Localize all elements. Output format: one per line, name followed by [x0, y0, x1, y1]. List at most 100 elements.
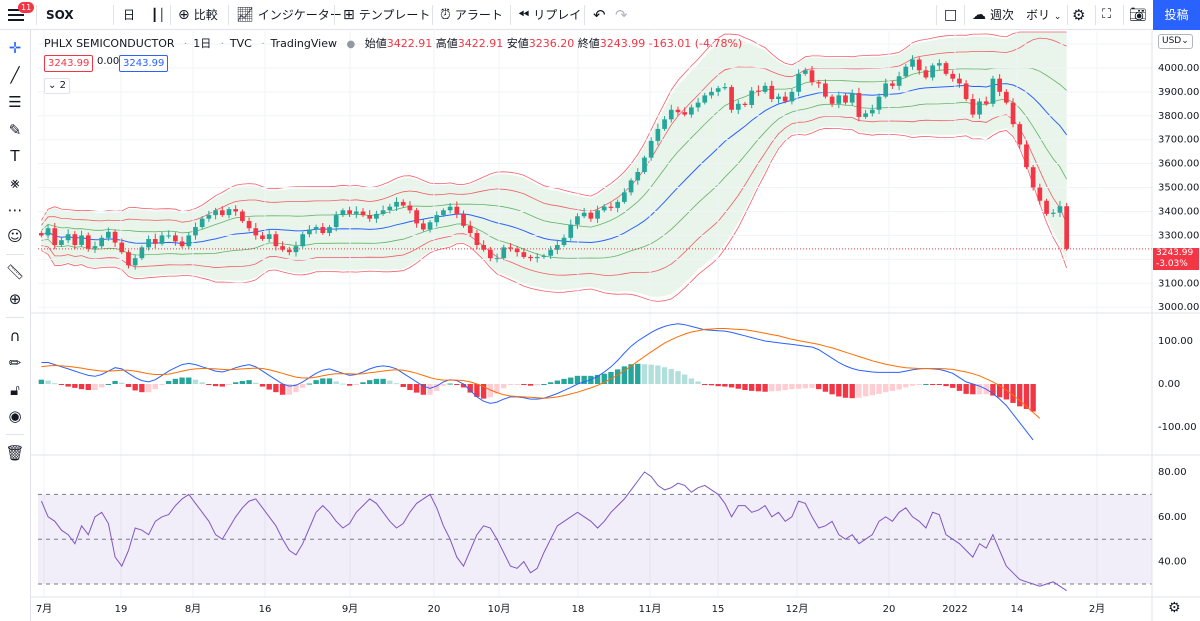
macd-histogram-bar	[233, 382, 239, 384]
indicators-collapse-button[interactable]: ⌄ 2	[44, 78, 70, 94]
brush-icon[interactable]: ✎	[8, 121, 22, 139]
macd-histogram-bar	[614, 369, 621, 384]
alert-button[interactable]: ⏰︎ アラート	[440, 7, 503, 23]
macd-histogram-bar	[883, 384, 889, 393]
ruler-icon[interactable]: 📏︎	[5, 263, 25, 281]
visibility-dot-icon[interactable]: ●	[346, 39, 356, 50]
cloud-icon: ☁︎	[972, 7, 986, 23]
fullscreen-icon[interactable]: ⛶	[1102, 7, 1112, 22]
candle-body	[936, 63, 942, 66]
buy-button[interactable]: 3243.99	[119, 55, 169, 72]
eye-icon[interactable]: ◉	[8, 407, 22, 425]
candle-body	[856, 93, 862, 117]
measure-range-icon[interactable]: ⋯	[7, 201, 23, 219]
time-tick-label: 12月	[786, 603, 809, 615]
macd-histogram-bar	[661, 367, 668, 384]
interval-button[interactable]: 日	[123, 8, 136, 22]
candle-body	[648, 140, 654, 158]
candle-body	[662, 119, 667, 129]
publish-button[interactable]: 投稿	[1153, 0, 1200, 30]
macd-histogram-bar	[876, 384, 882, 394]
candle-body	[327, 227, 332, 234]
undo-icon[interactable]: ↶	[593, 6, 606, 24]
magnet-icon[interactable]: ∩	[9, 327, 21, 345]
candle-body	[896, 76, 902, 86]
macd-histogram-bar	[916, 384, 922, 385]
macd-histogram-bar	[105, 384, 112, 385]
macd-histogram-bar	[648, 364, 654, 384]
macd-histogram-bar	[889, 384, 896, 391]
candle-body	[1030, 167, 1036, 188]
macd-histogram-bar	[226, 384, 232, 385]
macd-histogram-bar	[956, 384, 963, 391]
rsi-band-fill	[38, 494, 1152, 584]
chart-legend: PHLX SEMICONDUCTOR · 1日 · TVC · TradingView…	[44, 37, 743, 50]
indicators-button[interactable]: 📈︎ インジケーター	[236, 7, 342, 23]
candle-body	[876, 96, 882, 110]
lock-icon[interactable]: 🔓︎	[10, 381, 20, 399]
close-label: 終値	[577, 37, 600, 50]
last-price-label: 3243.99 -3.03%	[1153, 248, 1199, 270]
macd-histogram-bar	[641, 364, 648, 384]
macd-histogram-bar	[574, 375, 581, 384]
templates-button[interactable]: ⊞ テンプレート	[343, 7, 431, 23]
lock-pencil-icon[interactable]: ✏	[8, 354, 22, 372]
macd-histogram-bar	[702, 384, 708, 385]
replay-button[interactable]: ⏪︎ リプレイ	[518, 7, 582, 23]
candle-body	[380, 210, 386, 214]
candle-body	[843, 95, 848, 103]
crosshair-icon[interactable]: ✛	[8, 39, 22, 57]
emoji-icon[interactable]: ☺	[7, 227, 23, 245]
compare-button[interactable]: ⊕ 比較	[178, 7, 218, 23]
camera-icon[interactable]: 📷︎	[1129, 7, 1147, 23]
candle-body	[467, 225, 473, 234]
candle-body	[508, 247, 513, 249]
candle-body	[159, 235, 165, 244]
macd-histogram-bar	[72, 384, 78, 388]
band-line	[41, 114, 1067, 276]
trendline-icon[interactable]: ╱	[10, 66, 20, 84]
redo-icon[interactable]: ↷	[615, 6, 628, 24]
symbol-search[interactable]: SOX	[46, 8, 74, 22]
zoom-in-icon[interactable]: ⊕	[8, 290, 22, 308]
macd-histogram-bar	[635, 363, 641, 384]
price-tick-label: 3800.00	[1158, 111, 1199, 122]
axis-settings-gear-icon[interactable]: ⚙	[1168, 600, 1181, 616]
candle-body	[796, 73, 801, 92]
time-tick-label: 2月	[1089, 603, 1105, 615]
macd-histogram-bar	[1023, 384, 1030, 409]
candle-body	[106, 231, 111, 238]
sell-button[interactable]: 3243.99	[44, 55, 94, 72]
menu-icon[interactable]	[8, 6, 24, 24]
pattern-icon[interactable]: ⨳	[10, 174, 20, 192]
candle-body	[474, 233, 480, 245]
volatility-dropdown[interactable]: ボリ ⌄	[1026, 8, 1062, 22]
macd-histogram-bar	[58, 384, 65, 385]
time-tick-label: 15	[712, 604, 725, 615]
macd-histogram-bar	[320, 378, 326, 384]
macd-histogram-bar	[1017, 384, 1023, 407]
trash-icon[interactable]: 🗑︎	[5, 444, 25, 462]
fib-lines-icon[interactable]: ☰	[8, 93, 22, 111]
candle-body	[340, 210, 346, 216]
macd-histogram-bar	[943, 384, 949, 387]
candlestick-series	[38, 55, 1152, 270]
band-line	[41, 98, 1067, 259]
chart-type-icon[interactable]: ┃│	[151, 8, 166, 22]
macd-histogram-bar	[742, 384, 748, 391]
legend-exchange: TVC	[229, 37, 252, 50]
macd-histogram-bar	[1003, 384, 1010, 400]
currency-selector[interactable]: USD⌄	[1158, 34, 1193, 49]
macd-histogram-bar	[996, 384, 1003, 398]
time-tick-label: 14	[1011, 604, 1024, 615]
macd-histogram-bar	[936, 384, 943, 385]
layout-square-icon[interactable]: □	[944, 7, 958, 23]
candle-body	[280, 246, 285, 250]
candle-body	[166, 235, 172, 237]
candle-body	[823, 83, 828, 97]
weekly-button[interactable]: ☁︎ 週次	[972, 7, 1015, 23]
text-tool-icon[interactable]: T	[10, 147, 20, 165]
settings-gear-icon[interactable]: ⚙	[1072, 6, 1086, 24]
candle-body	[461, 213, 466, 226]
